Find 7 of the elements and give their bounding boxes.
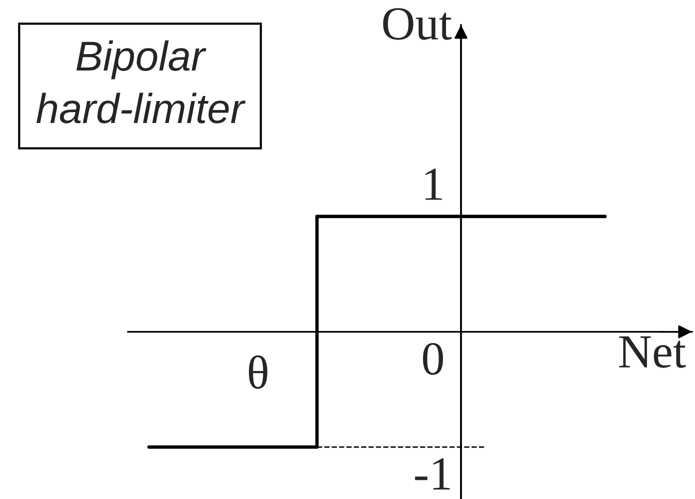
annotation: 1	[425, 168, 442, 200]
annotation: θ	[248, 355, 268, 389]
annotation: 0	[422, 342, 444, 375]
chart-title: Bipolar hard-limiter	[36, 40, 246, 124]
x-axis-title: Net	[619, 336, 686, 368]
annotation: -1	[415, 458, 450, 490]
y-axis-title: Out	[383, 8, 452, 40]
